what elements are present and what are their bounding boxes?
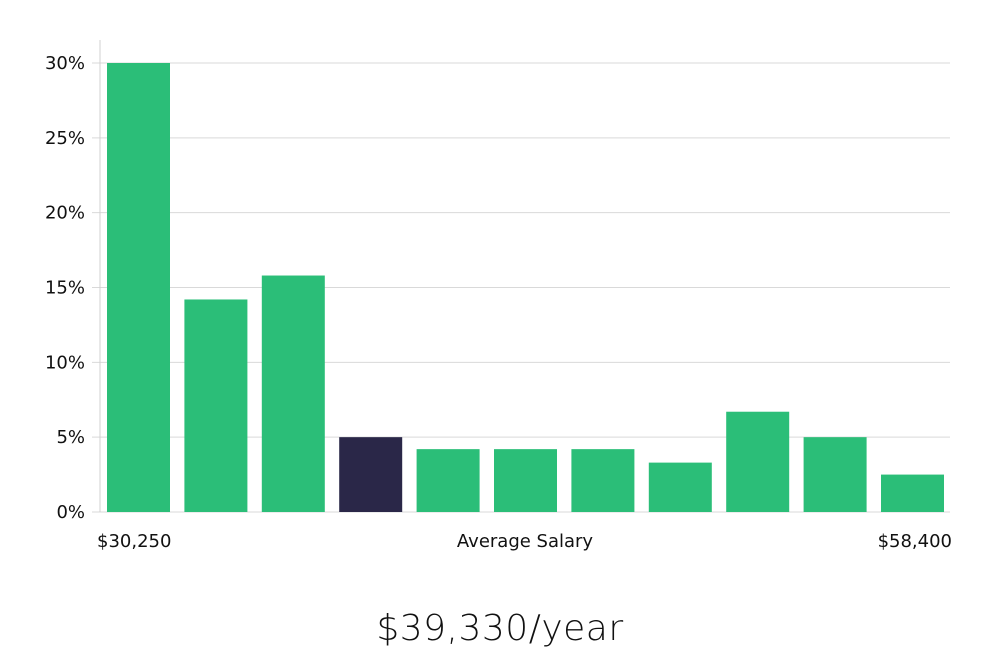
y-axis-ticks: 0% 5% 10% 15% 20% 25% 30% <box>45 53 85 523</box>
y-tick-label: 25% <box>45 128 85 149</box>
x-axis-title: Average Salary <box>457 531 594 552</box>
bar <box>571 449 635 512</box>
bar <box>648 462 712 512</box>
bar <box>107 63 170 512</box>
bar <box>416 449 480 512</box>
bars <box>107 63 944 512</box>
bar <box>261 275 325 512</box>
x-max-label: $58,400 <box>878 531 952 552</box>
bar-highlighted <box>339 437 403 512</box>
y-tick-label: 10% <box>45 352 85 373</box>
bar <box>881 474 944 512</box>
bar <box>494 449 557 512</box>
salary-histogram: 0% 5% 10% 15% 20% 25% 30% $30,250 Average Sala… <box>45 40 952 552</box>
y-tick-label: 0% <box>56 502 85 523</box>
bar <box>726 411 790 512</box>
bar <box>184 299 248 512</box>
y-tick-label: 20% <box>45 203 85 224</box>
y-tick-label: 15% <box>45 278 85 299</box>
x-min-label: $30,250 <box>97 531 171 552</box>
average-salary-value: $39,330/year <box>376 608 624 649</box>
y-tick-label: 5% <box>56 427 85 448</box>
y-tick-label: 30% <box>45 53 85 74</box>
bar <box>803 437 867 512</box>
